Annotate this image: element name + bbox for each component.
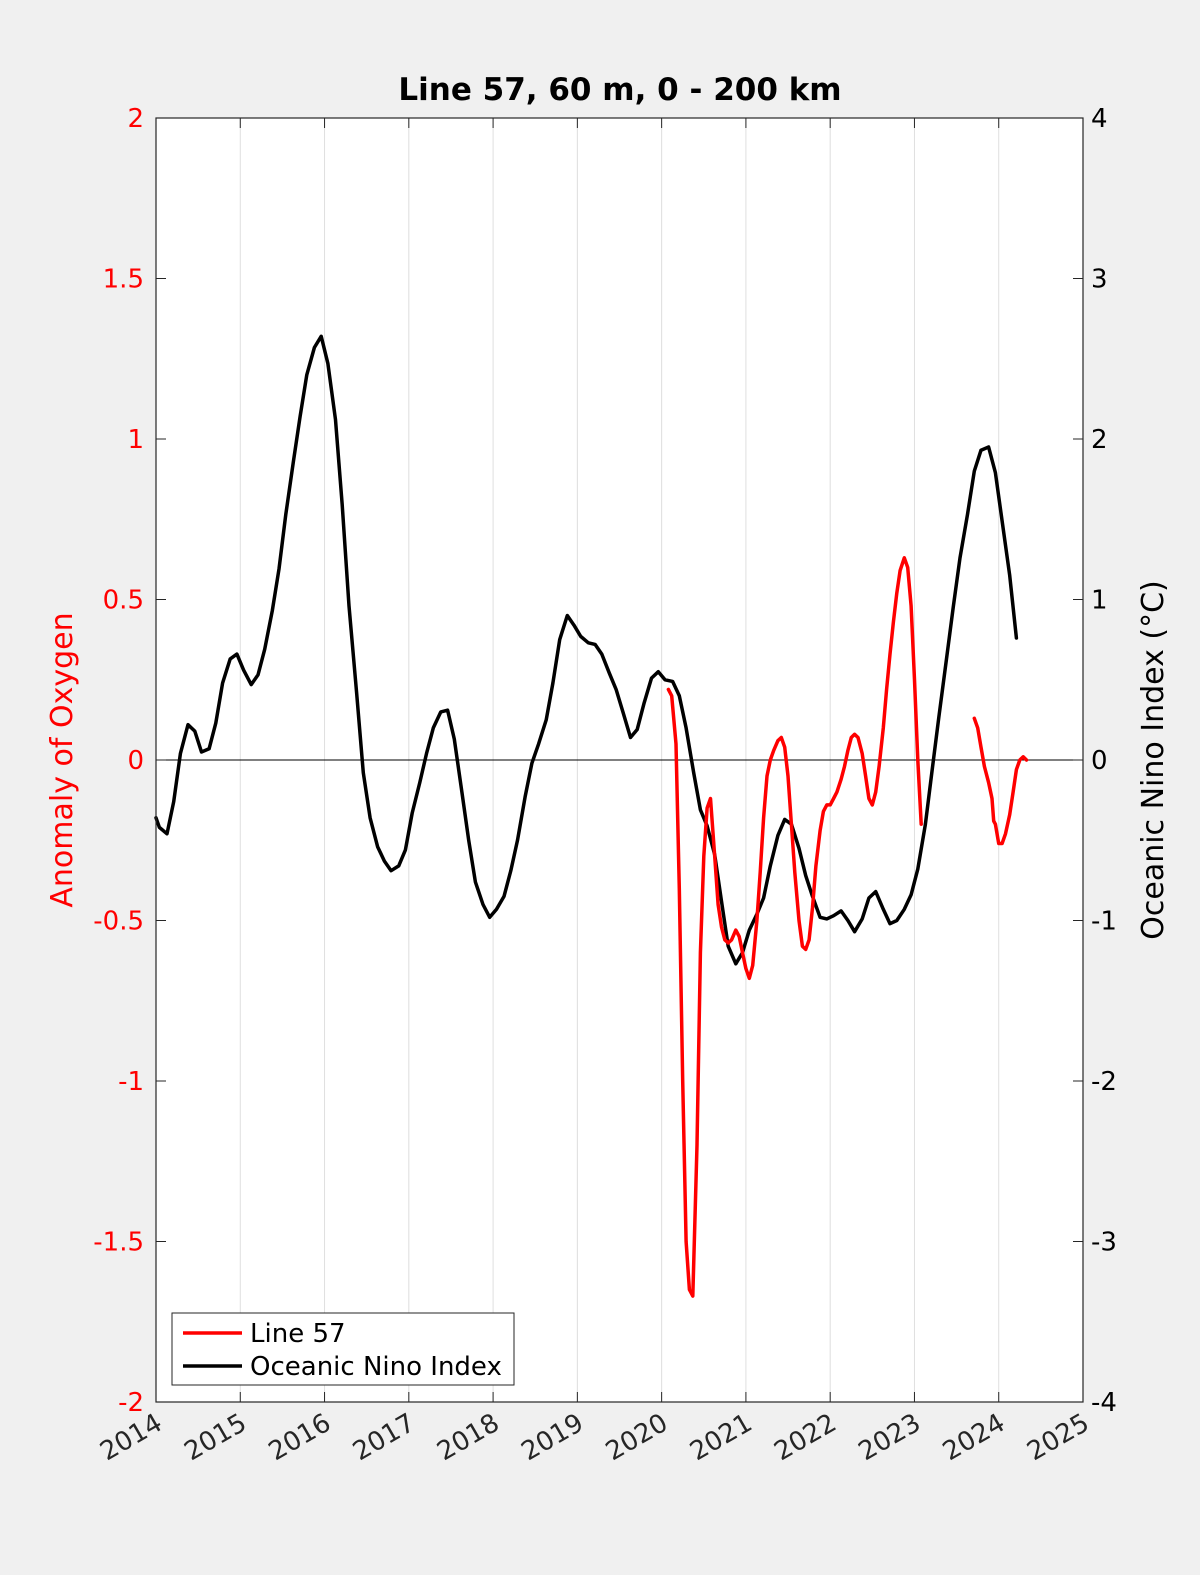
y-left-tick-label: 2	[127, 104, 144, 134]
y-right-tick-label: 0	[1091, 746, 1108, 776]
y-right-tick-label: 1	[1091, 586, 1108, 616]
legend-box	[171, 1312, 515, 1386]
legend-label-line57: Line 57	[250, 1319, 346, 1349]
y-left-tick-label: -1	[118, 1067, 144, 1097]
y-left-tick-label: -2	[118, 1388, 144, 1418]
series-layer	[154, 334, 1029, 1298]
legend: Line 57 Oceanic Nino Index	[171, 1312, 515, 1386]
y-right-tick-label: 4	[1091, 104, 1108, 134]
y-right-tick-label: 2	[1091, 425, 1108, 455]
y-right-tick-label: -3	[1091, 1228, 1117, 1258]
y-left-tick-label: -1.5	[93, 1228, 144, 1258]
y-axis-left-label: Anomaly of Oxygen	[45, 612, 80, 907]
y-right-tick-label: -1	[1091, 907, 1117, 937]
tick-labels: 2014 2015 2016 2017 2018 2019 2020 2021 2022 2023…	[93, 104, 1117, 1467]
legend-label-oni: Oceanic Nino Index	[250, 1352, 502, 1382]
y-right-tick-label: 3	[1091, 265, 1108, 295]
y-left-tick-label: 1.5	[103, 265, 144, 295]
y-right-tick-label: -4	[1091, 1388, 1117, 1418]
y-left-tick-label: 0	[127, 746, 144, 776]
series-line57-segment-1	[972, 716, 1029, 846]
y-axis-right-label: Oceanic Nino Index (°C)	[1136, 580, 1171, 940]
y-right-tick-label: -2	[1091, 1067, 1117, 1097]
chart-title: Line 57, 60 m, 0 - 200 km	[398, 72, 841, 108]
y-left-tick-label: -0.5	[93, 907, 144, 937]
y-left-tick-label: 0.5	[103, 586, 144, 616]
y-left-tick-label: 1	[127, 425, 144, 455]
series-oni-segment-0	[154, 334, 1019, 966]
ticks	[155, 117, 1084, 1403]
series-line57-segment-0	[666, 556, 923, 1298]
